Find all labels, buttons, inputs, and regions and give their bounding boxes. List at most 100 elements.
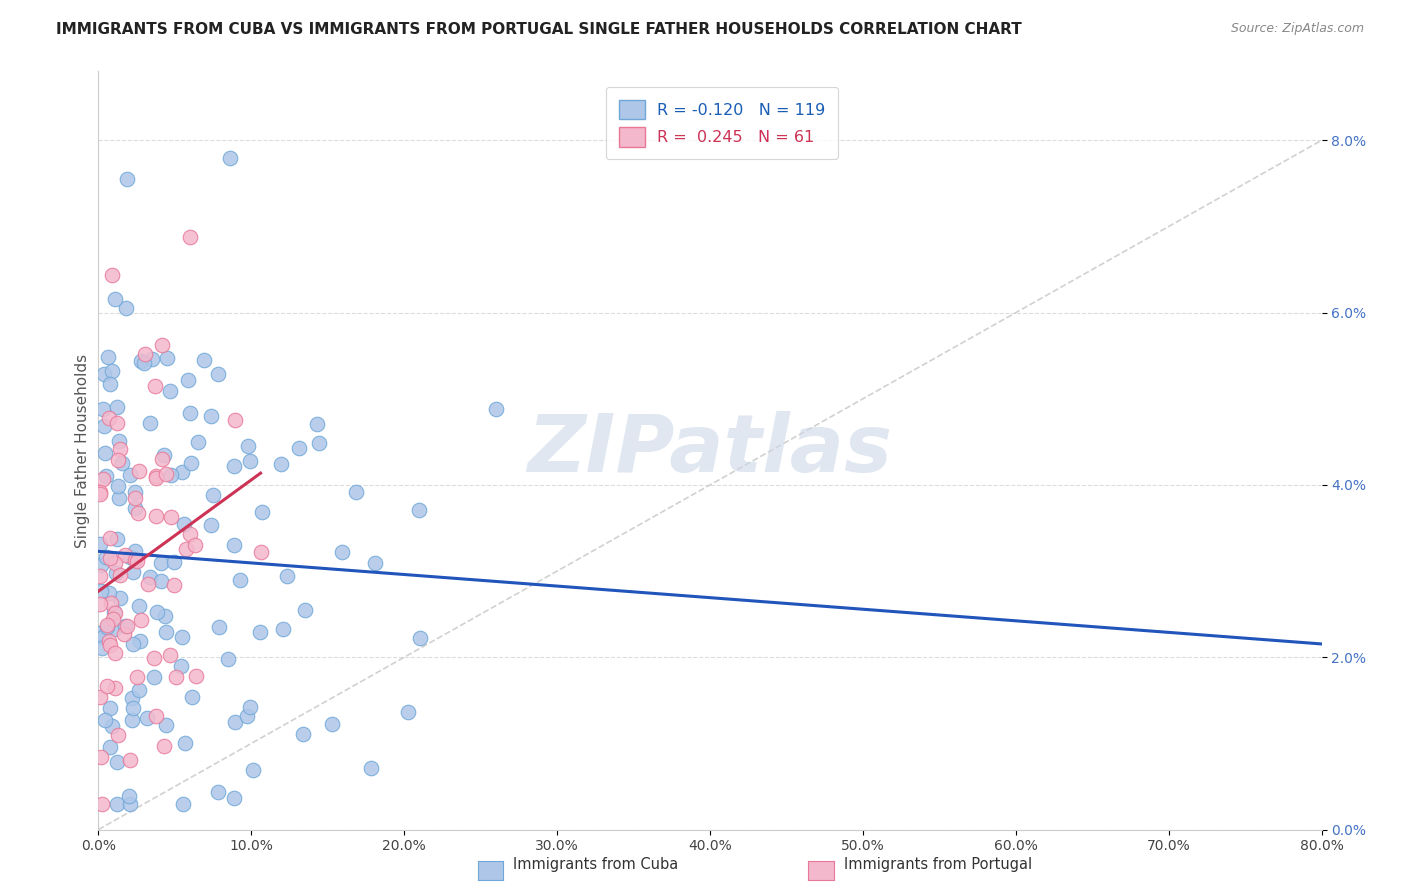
Point bbox=[129, 613, 152, 627]
Point bbox=[128, 599, 150, 613]
Point bbox=[180, 690, 202, 704]
Point bbox=[276, 569, 298, 583]
Point bbox=[252, 505, 274, 519]
Point bbox=[121, 713, 143, 727]
Point bbox=[177, 373, 200, 387]
Point bbox=[485, 402, 508, 417]
Point bbox=[93, 418, 115, 433]
Point bbox=[91, 402, 114, 417]
Point bbox=[96, 679, 118, 693]
Point bbox=[97, 586, 120, 600]
Point bbox=[114, 619, 136, 633]
Point bbox=[143, 670, 166, 684]
Point bbox=[114, 548, 136, 562]
Point bbox=[160, 468, 183, 483]
Point bbox=[101, 268, 124, 282]
Point bbox=[89, 537, 111, 551]
Point bbox=[165, 670, 187, 684]
Point bbox=[127, 554, 149, 568]
Point bbox=[155, 718, 177, 732]
Point bbox=[179, 527, 201, 541]
Point bbox=[111, 456, 134, 470]
Point bbox=[121, 701, 143, 715]
Point bbox=[131, 354, 153, 368]
Point bbox=[271, 622, 294, 636]
Point bbox=[242, 764, 264, 778]
Point bbox=[108, 568, 131, 582]
Point bbox=[91, 472, 114, 486]
Point bbox=[107, 479, 129, 493]
Point bbox=[103, 622, 125, 636]
Point bbox=[136, 577, 159, 591]
Point bbox=[207, 784, 229, 798]
Point bbox=[124, 544, 146, 558]
Point bbox=[121, 690, 143, 705]
Point bbox=[138, 416, 160, 430]
Point bbox=[208, 620, 231, 634]
Point bbox=[239, 454, 262, 468]
Point bbox=[179, 230, 201, 244]
Point bbox=[294, 603, 316, 617]
Point bbox=[222, 459, 245, 474]
Point bbox=[145, 471, 167, 485]
Point bbox=[115, 301, 138, 316]
Text: Immigrants from Cuba: Immigrants from Cuba bbox=[513, 857, 679, 872]
Point bbox=[173, 517, 195, 532]
Point bbox=[156, 351, 179, 365]
Point bbox=[236, 708, 259, 723]
Point bbox=[89, 597, 111, 611]
Point bbox=[207, 367, 229, 381]
Point bbox=[124, 484, 146, 499]
Point bbox=[103, 292, 125, 306]
Point bbox=[94, 550, 117, 565]
Point bbox=[124, 500, 146, 515]
Point bbox=[184, 669, 207, 683]
Point bbox=[183, 538, 205, 552]
Point bbox=[98, 531, 121, 545]
Point bbox=[146, 605, 169, 619]
Point bbox=[108, 442, 131, 456]
Point bbox=[118, 789, 141, 804]
Point bbox=[143, 379, 166, 393]
Point bbox=[105, 400, 128, 414]
Point bbox=[143, 651, 166, 665]
Point bbox=[163, 555, 186, 569]
Point bbox=[152, 448, 174, 462]
Point bbox=[98, 638, 121, 652]
Point bbox=[344, 485, 367, 500]
Point bbox=[91, 630, 114, 644]
Point bbox=[112, 627, 135, 641]
Point bbox=[90, 640, 112, 655]
Point bbox=[98, 411, 121, 425]
Point bbox=[170, 630, 193, 644]
Point bbox=[396, 705, 419, 719]
Point bbox=[94, 468, 117, 483]
Point bbox=[159, 648, 181, 662]
Point bbox=[93, 367, 115, 381]
Point bbox=[305, 417, 328, 431]
Point bbox=[292, 726, 315, 740]
Point bbox=[139, 570, 162, 584]
Point bbox=[172, 797, 194, 811]
Point bbox=[179, 406, 201, 420]
Point bbox=[104, 606, 127, 620]
Point bbox=[224, 538, 246, 552]
Point bbox=[90, 749, 112, 764]
Point bbox=[150, 557, 173, 571]
Point bbox=[135, 711, 157, 725]
Point bbox=[89, 625, 111, 640]
Point bbox=[145, 468, 167, 483]
Point bbox=[120, 550, 142, 565]
Point bbox=[287, 442, 309, 456]
Point bbox=[163, 578, 186, 592]
Point bbox=[105, 532, 128, 546]
Point bbox=[308, 435, 330, 450]
Point bbox=[104, 566, 127, 581]
Point bbox=[172, 466, 194, 480]
Point bbox=[89, 568, 111, 582]
Point bbox=[270, 457, 292, 471]
Point bbox=[409, 631, 432, 645]
Point bbox=[150, 338, 173, 352]
Point bbox=[360, 761, 382, 775]
Point bbox=[93, 445, 115, 459]
